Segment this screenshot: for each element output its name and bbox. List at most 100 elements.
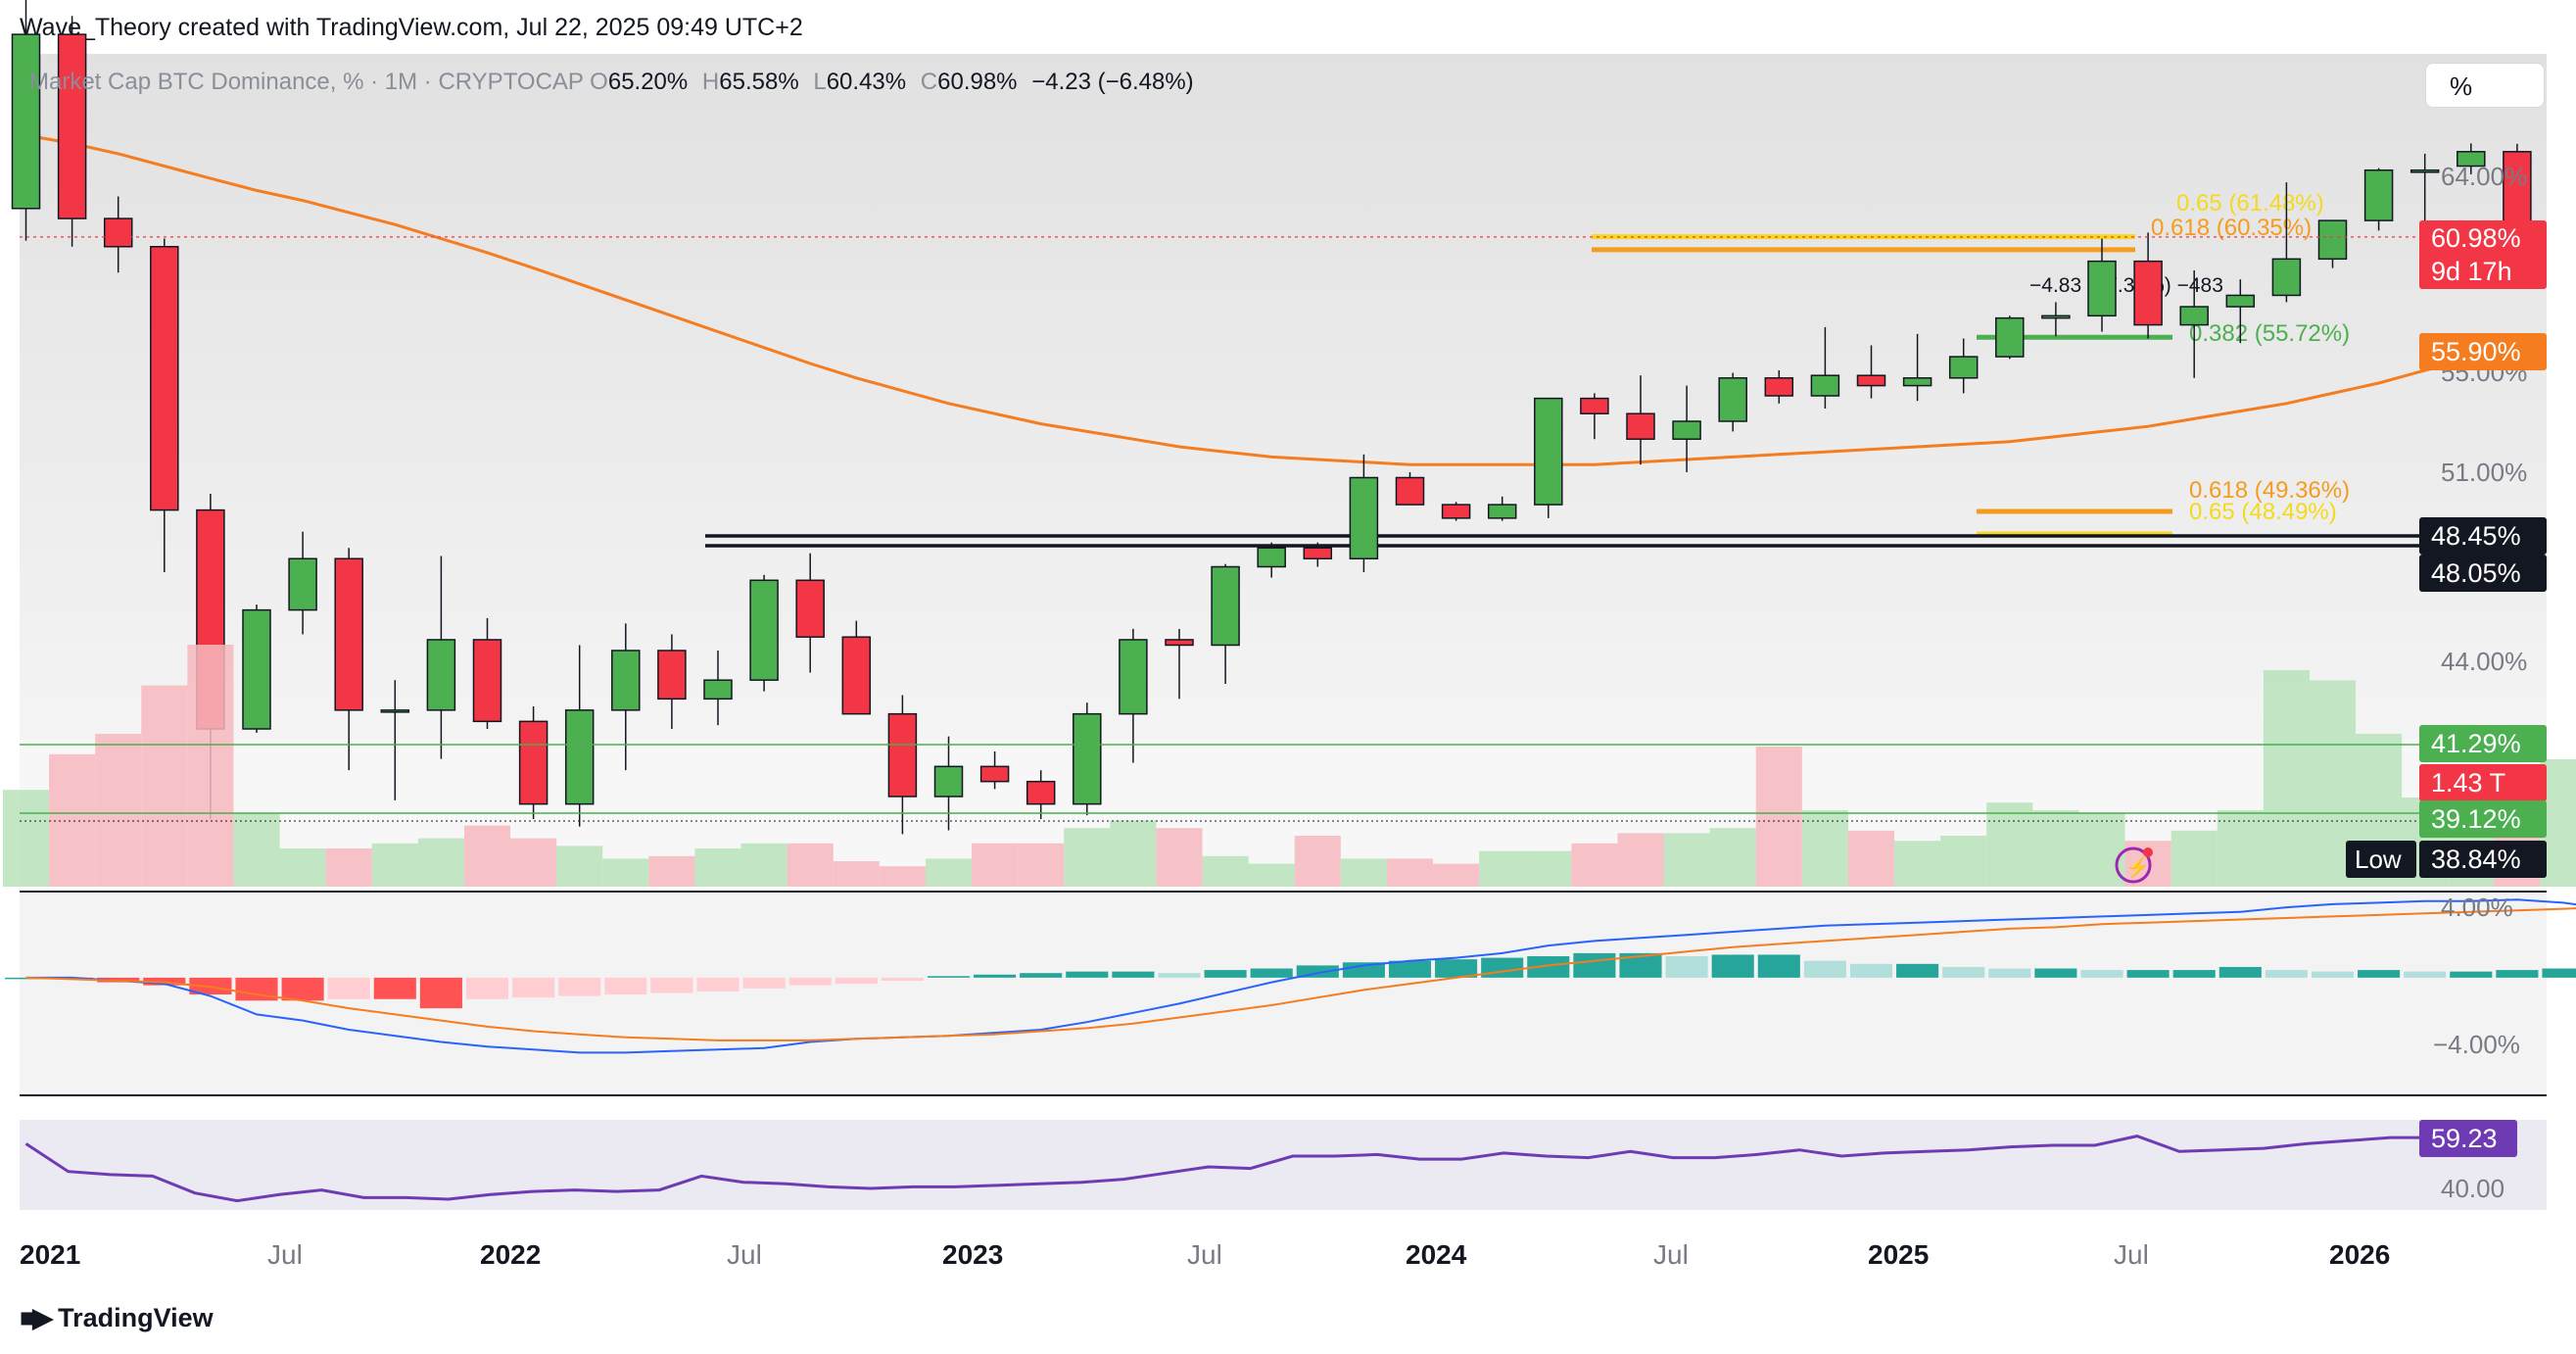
candle-body [2271, 258, 2302, 297]
candle-body [472, 639, 502, 723]
macd-y-tick: 4.00% [2441, 893, 2513, 922]
volume-bar [233, 812, 280, 887]
macd-histogram-bar [650, 977, 693, 993]
candle-body [1948, 356, 1979, 379]
macd-histogram-bar [512, 977, 555, 998]
candle-body [1764, 377, 1794, 397]
candle-body [1257, 547, 1286, 568]
macd-histogram-bar [1711, 954, 1754, 978]
rsi-pane-bg [20, 1120, 2547, 1210]
legend-close-label: C [920, 69, 938, 95]
main-pane-bg [20, 54, 2547, 740]
candle-body [841, 636, 872, 715]
ma-price-badge-text: 55.90% [2431, 337, 2521, 366]
support-badge-2-text: 48.05% [2431, 558, 2521, 588]
macd-histogram-bar [2404, 971, 2447, 978]
macd-histogram-bar [281, 977, 324, 1001]
macd-histogram-bar [2080, 970, 2123, 978]
macd-histogram-bar [1112, 971, 1155, 978]
candle-body [1395, 476, 1425, 506]
volume-bar [556, 846, 603, 887]
rsi-y-tick: 40.00 [2441, 1174, 2504, 1203]
macd-histogram-bar [2126, 970, 2170, 978]
candle-body [2317, 219, 2348, 261]
volume-bar [187, 645, 234, 887]
candle-body [1211, 565, 1240, 647]
volume-bar [1248, 863, 1295, 887]
macd-histogram-bar [1481, 957, 1524, 978]
volume-bar [694, 848, 741, 887]
macd-histogram-bar [1020, 973, 1063, 978]
y-tick-label: 44.00% [2441, 647, 2527, 676]
candle-body [2133, 260, 2163, 326]
candle-body [1119, 639, 1148, 715]
lightning-icon-glyph: ⚡ [2125, 855, 2150, 879]
x-tick-label: Jul [1187, 1239, 1222, 1270]
volume-bar [1525, 850, 1572, 887]
footer-brand: TradingView [58, 1303, 214, 1332]
candle-body [1672, 420, 1701, 440]
legend-close: 60.98% [937, 69, 1018, 95]
macd-histogram-bar [974, 974, 1017, 978]
macd-histogram-bar [927, 976, 971, 978]
volume-bar [1433, 863, 1480, 887]
last-price-text: 60.98% [2431, 223, 2521, 253]
low-tag-text: Low [2355, 845, 2402, 874]
signal-line [25, 907, 2576, 1041]
x-tick-label: Jul [267, 1239, 303, 1270]
macd-histogram-bar [1573, 952, 1616, 978]
candle-body [2457, 151, 2486, 168]
candle-body [749, 579, 779, 681]
volume-badge-text: 1.43 T [2431, 768, 2505, 798]
volume-bar [879, 866, 926, 887]
macd-histogram-bar [1435, 959, 1478, 978]
volume-bar [1847, 830, 1895, 887]
macd-histogram-bar [1527, 956, 1570, 978]
x-tick-label: 2022 [480, 1239, 541, 1270]
volume-bar [1617, 833, 1664, 887]
volume-bar [2, 790, 50, 887]
candle-body [611, 650, 641, 711]
candle-body [2087, 260, 2117, 317]
macd-histogram-bar [2450, 971, 2493, 978]
macd-histogram-bar [1896, 963, 1939, 978]
macd-histogram-bar [604, 977, 647, 995]
volume-bar [1894, 841, 1941, 887]
candle-body [242, 608, 271, 730]
macd-histogram-bar [2034, 968, 2077, 978]
percent-scale-button[interactable]: % [2425, 63, 2545, 108]
macd-histogram-bar [235, 977, 278, 1001]
macd-histogram-bar [419, 977, 462, 1009]
tradingview-footer: ■▶ TradingView [20, 1303, 214, 1333]
candle-body [150, 246, 179, 511]
volume-bar [2171, 830, 2218, 887]
notification-dot-icon [2143, 847, 2153, 857]
candle-body [2363, 169, 2394, 221]
macd-histogram-bar [1158, 973, 1201, 978]
x-tick-label: 2021 [20, 1239, 80, 1270]
volume-bar [602, 858, 649, 887]
candle-body [426, 639, 456, 711]
volume-bar [1755, 747, 1802, 887]
volume-bar [925, 858, 973, 887]
macd-histogram-bar [2311, 971, 2355, 978]
macd-histogram-bar [327, 977, 370, 999]
volume-bar [325, 848, 372, 887]
measure-label: −4.83 (−7.37%) −483 [2029, 274, 2223, 297]
macd-histogram-bar [1849, 963, 1893, 978]
y-tick-label: 64.00% [2441, 162, 2527, 191]
candle-body [1026, 780, 1056, 805]
candle-body [1349, 476, 1379, 559]
candle-body [564, 709, 595, 805]
macd-histogram-bar [1803, 960, 1846, 978]
x-tick-label: Jul [2114, 1239, 2149, 1270]
legend-open: 65.20% [607, 69, 689, 95]
legend-symbol: Market Cap BTC Dominance, % · 1M · CRYPT… [29, 69, 584, 95]
legend-low-label: L [813, 69, 827, 95]
candle-body [1902, 377, 1932, 387]
volume-bar [833, 861, 880, 887]
volume-bar [49, 753, 96, 887]
fib-label: 0.382 (55.72%) [2189, 320, 2350, 347]
x-tick-label: 2026 [2329, 1239, 2390, 1270]
